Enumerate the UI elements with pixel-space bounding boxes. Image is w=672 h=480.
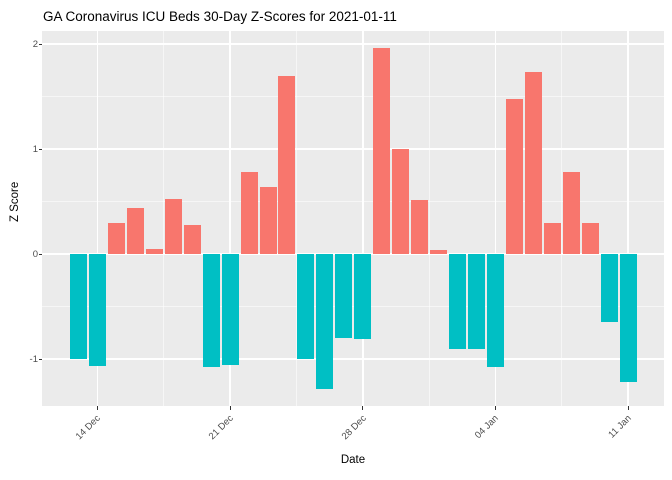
gridline-x-major — [96, 31, 99, 406]
y-tick-label: -1 — [29, 353, 38, 365]
bar — [240, 172, 258, 254]
gridline-y-major — [42, 253, 664, 255]
plot-panel — [42, 31, 664, 406]
bar — [505, 98, 523, 254]
x-tick-mark — [494, 406, 496, 410]
bar — [202, 254, 220, 368]
bar — [164, 199, 182, 254]
x-tick-mark — [627, 406, 629, 410]
bar — [467, 254, 485, 349]
bar — [107, 222, 125, 254]
x-tick-mark — [362, 406, 364, 410]
gridline-y-minor — [42, 96, 664, 97]
bar — [486, 254, 504, 368]
bar — [600, 254, 618, 323]
gridline-y-major — [42, 43, 664, 45]
bar — [183, 224, 201, 254]
gridline-x-minor — [428, 31, 430, 406]
gridline-x-major — [362, 31, 364, 406]
gridline-y-major — [42, 358, 664, 360]
y-tick-label: 1 — [32, 143, 38, 155]
bar — [411, 200, 429, 254]
x-tick-mark — [96, 406, 98, 410]
y-tick-mark — [38, 253, 42, 255]
bar — [259, 186, 277, 254]
gridline-x-major — [494, 31, 497, 406]
gridline-x-minor — [163, 31, 165, 406]
y-tick-mark — [38, 148, 42, 150]
y-tick-mark — [38, 358, 42, 360]
bar — [392, 149, 410, 254]
gridline-y-major — [42, 148, 664, 150]
bar — [278, 75, 296, 254]
gridline-y-minor — [42, 201, 664, 202]
bar — [430, 249, 448, 254]
bar — [145, 248, 163, 254]
y-tick-mark — [38, 43, 42, 45]
x-axis-title: Date — [340, 454, 366, 466]
bar — [88, 254, 106, 367]
bar — [126, 207, 144, 254]
bar — [221, 254, 239, 366]
y-tick-label: 2 — [32, 38, 38, 50]
gridline-x-minor — [295, 31, 297, 406]
gridline-y-minor — [42, 306, 664, 307]
bar — [354, 254, 372, 340]
bar — [619, 254, 637, 383]
bar — [70, 254, 87, 359]
bar — [449, 254, 466, 349]
chart-title: GA Coronavirus ICU Beds 30-Day Z-Scores … — [43, 9, 397, 24]
bar — [335, 254, 353, 338]
bar — [581, 222, 599, 254]
bar — [297, 254, 315, 359]
bar — [543, 222, 561, 254]
gridline-x-major — [229, 31, 231, 406]
bar — [562, 172, 580, 254]
y-axis-title: Z Score — [9, 181, 21, 222]
bar — [524, 72, 542, 254]
gridline-x-minor — [561, 31, 563, 406]
gridline-x-major — [627, 31, 629, 406]
x-tick-mark — [229, 406, 231, 410]
bar — [373, 48, 391, 254]
y-tick-label: 0 — [32, 248, 38, 260]
bar — [316, 254, 334, 390]
